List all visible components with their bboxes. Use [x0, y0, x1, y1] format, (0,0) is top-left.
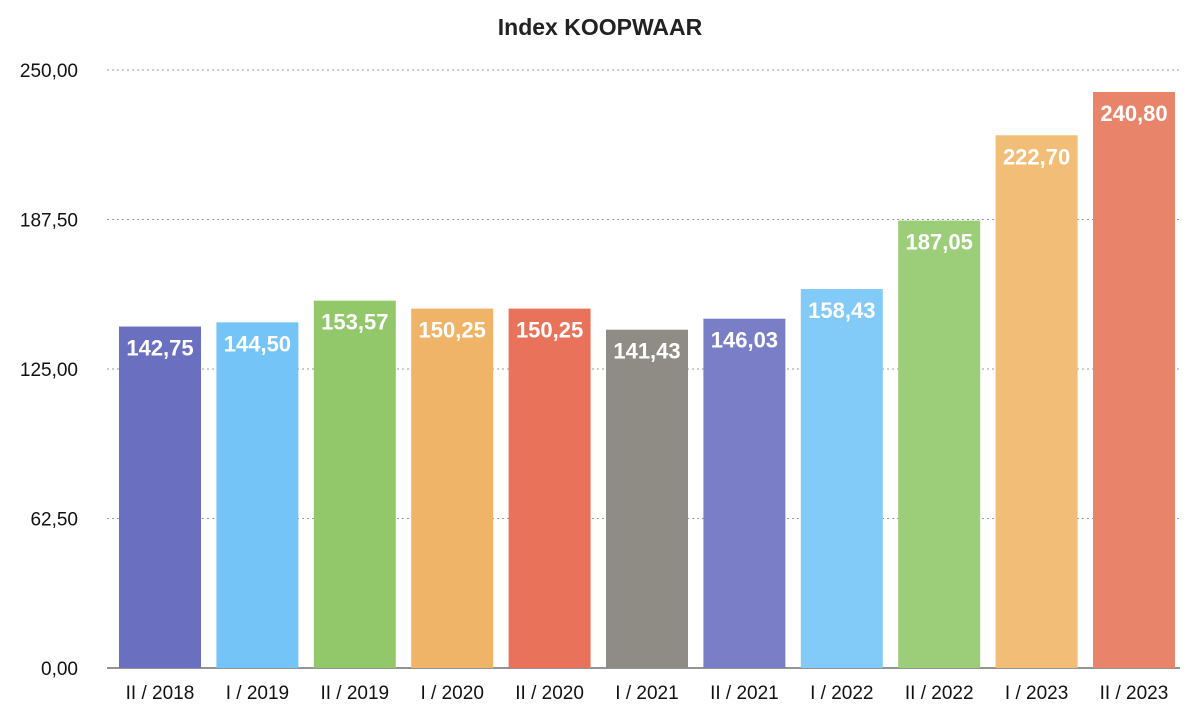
x-tick-label: I / 2022 [810, 683, 873, 704]
data-label: 187,05 [906, 230, 973, 255]
x-tick-label: II / 2019 [320, 683, 389, 704]
y-tick-label: 0,00 [41, 659, 78, 680]
bar [898, 220, 981, 668]
bar [800, 289, 883, 668]
bar [995, 135, 1078, 668]
x-tick-label: II / 2021 [710, 683, 779, 704]
data-label: 141,43 [613, 339, 680, 364]
x-tick-label: II / 2022 [905, 683, 974, 704]
x-tick-label: I / 2020 [421, 683, 484, 704]
data-label: 142,75 [126, 336, 193, 361]
bar [508, 308, 591, 668]
x-tick-label: I / 2023 [1005, 683, 1068, 704]
x-tick-label: II / 2018 [126, 683, 195, 704]
y-tick-label: 62,50 [30, 510, 78, 531]
bar [1093, 92, 1175, 668]
data-label: 153,57 [321, 310, 388, 335]
bar [411, 308, 494, 668]
x-tick-label: I / 2019 [226, 683, 289, 704]
data-label: 222,70 [1003, 144, 1070, 169]
y-tick-label: 187,50 [20, 211, 78, 232]
data-label: 158,43 [808, 298, 875, 323]
x-tick-label: II / 2020 [515, 683, 584, 704]
x-tick-label: I / 2021 [615, 683, 678, 704]
data-label: 240,80 [1100, 101, 1167, 126]
data-label: 150,25 [516, 318, 583, 343]
y-tick-label: 250,00 [20, 61, 78, 82]
data-label: 146,03 [711, 328, 778, 353]
bar [703, 318, 786, 668]
bar [313, 300, 396, 668]
x-tick-label: II / 2023 [1100, 683, 1169, 704]
bar [119, 326, 201, 668]
bar [216, 322, 299, 668]
data-label: 144,50 [224, 331, 291, 356]
y-tick-label: 125,00 [20, 360, 78, 381]
chart-title: Index KOOPWAAR [497, 14, 703, 40]
bar [606, 329, 688, 668]
data-label: 150,25 [419, 318, 486, 343]
